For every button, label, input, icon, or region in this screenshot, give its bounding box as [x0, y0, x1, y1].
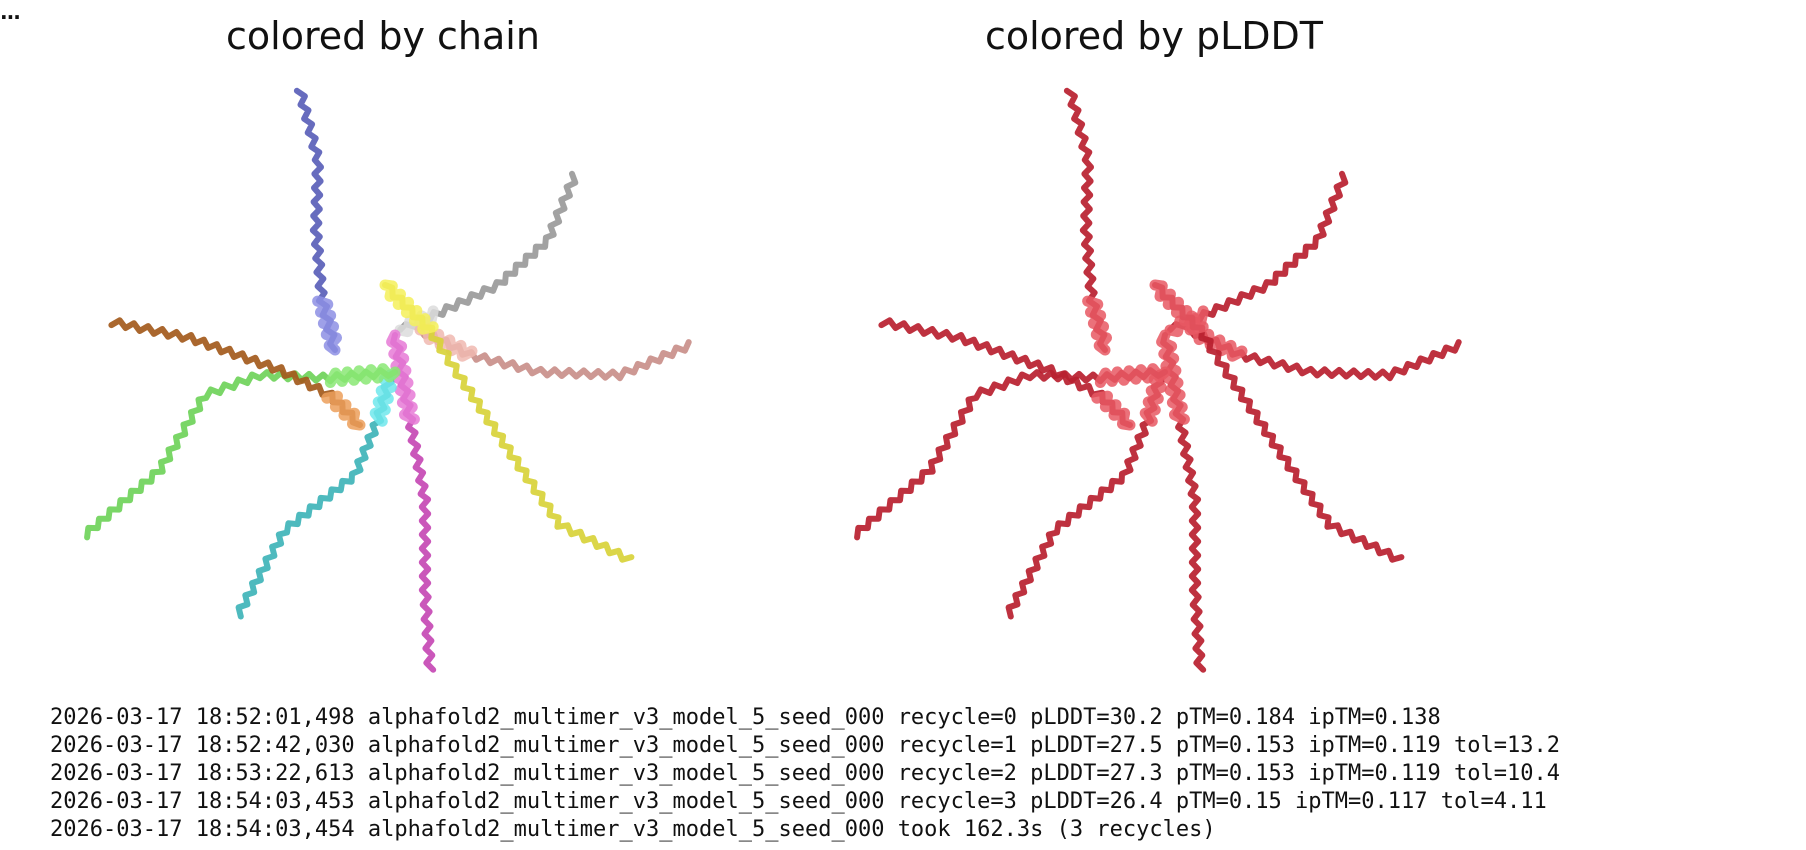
- chain-ribbon: [1184, 323, 1462, 382]
- chain-backbone: [235, 372, 395, 620]
- chain-backbone: [854, 367, 1168, 541]
- chain-ribbon: [235, 369, 397, 620]
- chain-ribbon: [414, 323, 692, 382]
- log-line: 2026-03-17 18:52:42,030 alphafold2_multi…: [50, 733, 1560, 758]
- chain-core-segment: [1082, 295, 1112, 356]
- chain-core-segment: [379, 279, 439, 335]
- log-line: 2026-03-17 18:54:03,453 alphafold2_multi…: [50, 789, 1547, 814]
- chain-core-segment: [1091, 390, 1136, 431]
- chain-ribbon: [878, 317, 1136, 431]
- chain-core-segment: [312, 295, 342, 356]
- chain-core-segment: [1149, 279, 1209, 335]
- chain-core-segment: [321, 390, 366, 431]
- chain-ribbon: [1063, 87, 1112, 356]
- chain-core-segment: [1184, 323, 1248, 362]
- structure-figure: [84, 87, 1462, 673]
- chain-ribbon: [394, 170, 579, 338]
- chain-core-segment: [324, 363, 401, 388]
- chain-ribbon: [854, 363, 1171, 541]
- chain-panel-title: colored by chain: [226, 14, 540, 58]
- chain-core-segment: [386, 329, 420, 425]
- chain-ribbon: [1149, 279, 1405, 563]
- output-collapse-marker[interactable]: ...: [0, 0, 21, 24]
- chain-ribbon: [1005, 369, 1167, 620]
- chain-core-segment: [414, 323, 478, 362]
- chain-ribbon: [293, 87, 342, 356]
- chain-backbone: [1167, 170, 1349, 333]
- chain-backbone: [397, 170, 579, 333]
- chain-core-segment: [1156, 329, 1190, 425]
- chain-ribbon: [379, 279, 635, 563]
- plddt-panel-title: colored by pLDDT: [984, 14, 1324, 58]
- log-line: 2026-03-17 18:52:01,498 alphafold2_multi…: [50, 705, 1441, 730]
- chain-colored-structure: [84, 87, 692, 673]
- log-line: 2026-03-17 18:54:03,454 alphafold2_multi…: [50, 817, 1216, 842]
- chain-backbone: [84, 367, 398, 541]
- chain-core-segment: [1139, 369, 1167, 427]
- chain-ribbon: [386, 329, 437, 673]
- chain-ribbon: [84, 363, 401, 541]
- chain-ribbon: [1156, 329, 1207, 673]
- run-log: 2026-03-17 18:52:01,498 alphafold2_multi…: [50, 704, 1560, 844]
- chain-ribbon: [108, 317, 366, 431]
- log-line: 2026-03-17 18:53:22,613 alphafold2_multi…: [50, 761, 1560, 786]
- chain-ribbon: [1164, 170, 1349, 338]
- chain-backbone: [1005, 372, 1165, 620]
- plddt-colored-structure: [854, 87, 1462, 673]
- chain-core-segment: [369, 369, 397, 427]
- chain-core-segment: [1094, 363, 1171, 388]
